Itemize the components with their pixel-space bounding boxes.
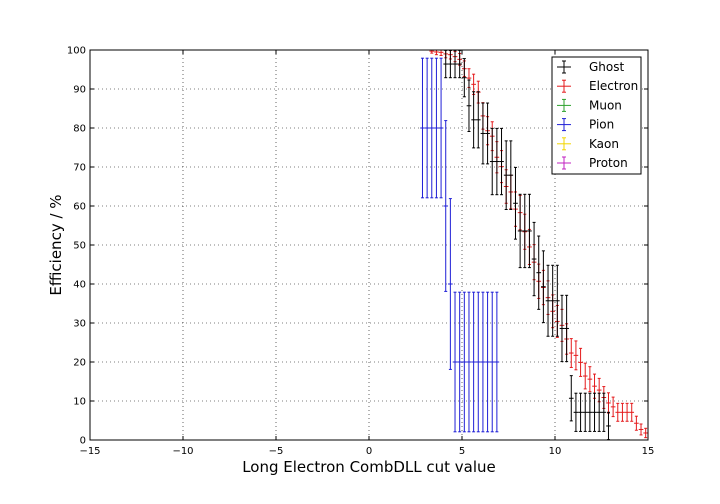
data-point	[555, 264, 560, 337]
data-point	[531, 221, 537, 297]
data-point	[601, 392, 607, 432]
legend-label: Ghost	[589, 60, 624, 74]
y-tick-label: 100	[67, 46, 86, 57]
data-point	[568, 375, 574, 422]
data-point	[643, 427, 648, 439]
data-point	[513, 166, 518, 240]
data-point	[638, 423, 644, 436]
data-point	[420, 57, 425, 199]
data-point	[620, 402, 625, 422]
data-point	[462, 291, 467, 433]
y-tick-label: 20	[73, 358, 86, 369]
data-point	[443, 120, 449, 292]
data-point	[485, 102, 490, 165]
data-point	[578, 347, 583, 377]
legend-entry-electron: Electron	[557, 79, 638, 93]
data-point	[503, 140, 509, 211]
data-point	[550, 264, 555, 337]
legend-entry-muon: Muon	[557, 98, 622, 112]
data-point	[462, 58, 467, 98]
data-point	[489, 291, 495, 433]
data-point	[610, 396, 616, 418]
y-axis-label: Efficiency / %	[47, 194, 65, 295]
data-point	[545, 264, 551, 337]
y-tick-label: 0	[80, 436, 86, 447]
data-point	[475, 91, 481, 149]
y-tick-label: 40	[73, 280, 86, 291]
data-point	[489, 127, 495, 196]
data-point	[480, 291, 486, 433]
data-point	[448, 198, 453, 370]
legend-box	[551, 56, 642, 175]
x-tick-label: 0	[366, 446, 372, 457]
x-tick-label: 5	[459, 446, 465, 457]
axis-ticks: −15 −10 −5 0 5 10 15 0 10 20 30 40 50 60 70 80 90 100	[67, 46, 654, 458]
data-point	[564, 294, 569, 363]
legend-entry-pion: Pion	[557, 118, 614, 132]
data-point	[573, 392, 579, 432]
legend-entry-ghost: Ghost	[557, 60, 624, 74]
data-point	[629, 402, 635, 422]
data-point	[466, 79, 472, 133]
data-point	[499, 127, 504, 196]
data-point	[522, 193, 528, 269]
legend: Ghost Electron Muon Pion Kaon Proton	[551, 56, 642, 175]
y-tick-label: 30	[73, 319, 86, 330]
x-axis-label: Long Electron CombDLL cut value	[242, 458, 496, 476]
data-point	[517, 193, 523, 269]
data-point	[634, 415, 639, 431]
y-tick-label: 90	[73, 85, 86, 96]
y-tick-label: 10	[73, 397, 86, 408]
data-point	[424, 57, 430, 199]
y-tick-label: 70	[73, 163, 86, 174]
data-point	[573, 340, 579, 371]
y-tick-label: 60	[73, 202, 86, 213]
data-point	[475, 291, 481, 433]
x-tick-label: −10	[172, 446, 193, 457]
data-point	[541, 250, 546, 324]
data-point	[494, 127, 500, 196]
data-point	[471, 291, 476, 433]
data-point	[485, 291, 490, 433]
y-tick-label: 50	[73, 241, 86, 252]
legend-label: Electron	[589, 79, 638, 93]
data-point	[508, 140, 514, 211]
x-tick-label: −5	[269, 446, 284, 457]
data-point	[434, 57, 439, 199]
data-point	[568, 338, 574, 368]
data-point	[429, 57, 435, 199]
data-point	[466, 291, 472, 433]
x-tick-label: 15	[642, 446, 655, 457]
legend-label: Muon	[589, 98, 622, 112]
data-point	[587, 366, 593, 393]
data-point	[578, 392, 583, 432]
data-point	[471, 91, 476, 149]
data-point	[452, 291, 458, 433]
data-point	[615, 402, 621, 422]
data-point	[624, 402, 630, 422]
legend-label: Pion	[589, 118, 614, 132]
data-point	[596, 392, 602, 432]
x-tick-label: 10	[549, 446, 562, 457]
data-point	[438, 57, 444, 199]
legend-label: Proton	[589, 156, 628, 170]
data-point	[536, 235, 542, 310]
legend-label: Kaon	[589, 137, 619, 151]
data-point	[457, 291, 462, 433]
x-tick-label: −15	[79, 446, 100, 457]
data-point	[480, 102, 486, 165]
legend-entry-kaon: Kaon	[557, 137, 619, 151]
data-point	[494, 291, 500, 433]
series-ghost	[90, 49, 616, 441]
y-tick-label: 80	[73, 124, 86, 135]
data-point	[559, 294, 565, 363]
data-point	[587, 392, 593, 432]
data-point	[592, 392, 597, 432]
legend-entry-proton: Proton	[557, 156, 628, 170]
data-point	[582, 362, 588, 390]
data-point	[582, 392, 588, 432]
data-point	[527, 193, 532, 269]
